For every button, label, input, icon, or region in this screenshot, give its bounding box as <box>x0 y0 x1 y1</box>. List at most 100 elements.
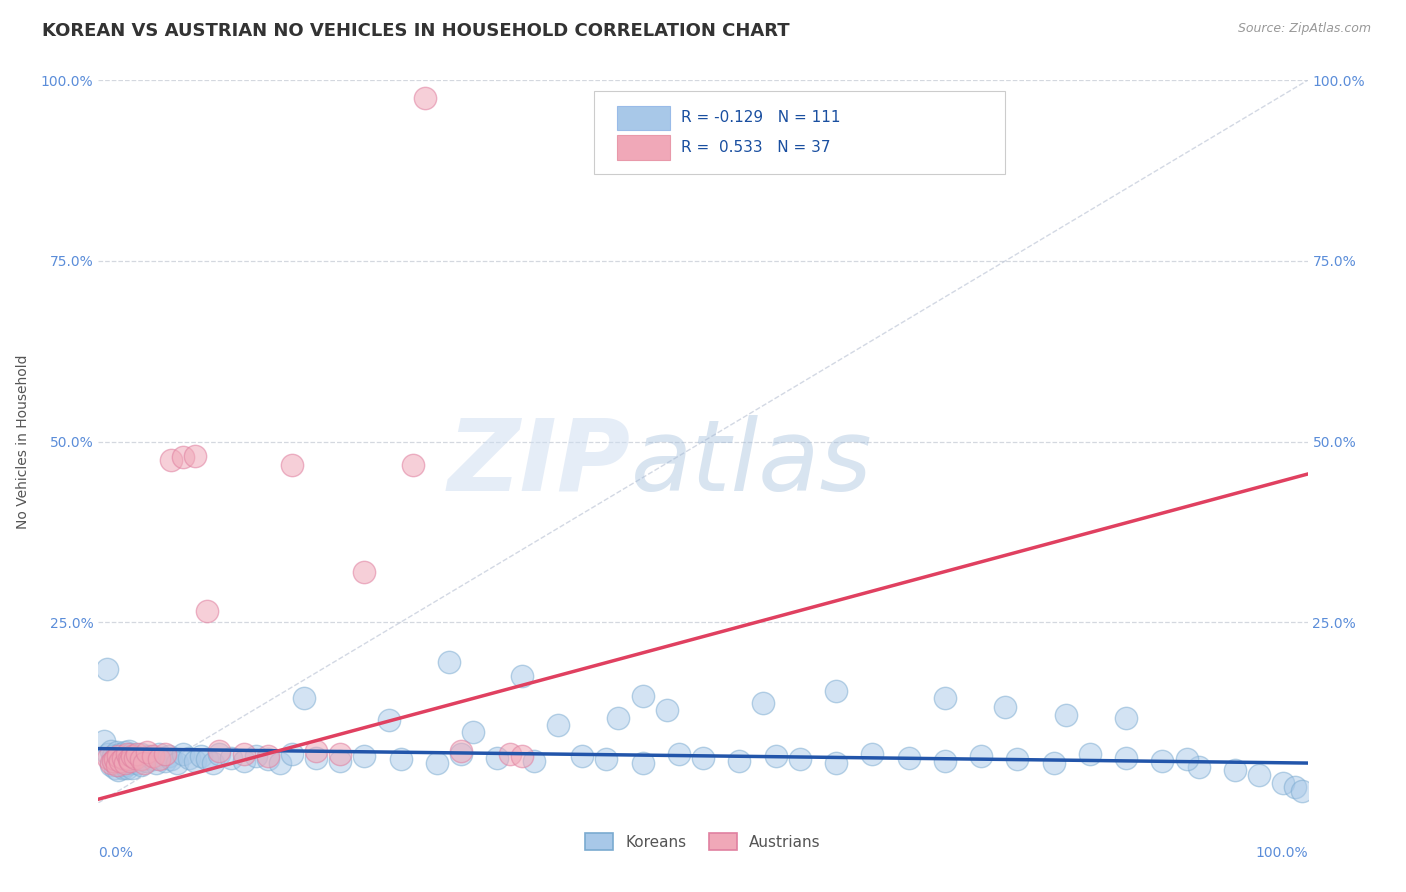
Point <box>93 734 115 748</box>
Point <box>789 752 811 766</box>
Point <box>101 748 124 763</box>
Point <box>160 752 183 766</box>
Point <box>107 748 129 763</box>
Point <box>208 744 231 758</box>
Point <box>728 754 751 768</box>
Point <box>1152 754 1174 768</box>
Text: KOREAN VS AUSTRIAN NO VEHICLES IN HOUSEHOLD CORRELATION CHART: KOREAN VS AUSTRIAN NO VEHICLES IN HOUSEH… <box>42 22 790 40</box>
Text: R =  0.533   N = 37: R = 0.533 N = 37 <box>682 140 831 155</box>
Point <box>118 744 141 758</box>
Point <box>112 751 135 765</box>
Point <box>108 754 131 768</box>
Point <box>195 752 218 766</box>
Point <box>97 751 120 765</box>
Point <box>1284 780 1306 794</box>
Point <box>934 691 956 706</box>
Point <box>195 604 218 618</box>
Point <box>135 745 157 759</box>
Point <box>121 761 143 775</box>
Point <box>1078 747 1101 761</box>
Point <box>124 754 146 768</box>
Point <box>202 756 225 770</box>
Point <box>292 691 315 706</box>
Point <box>101 754 124 768</box>
Text: atlas: atlas <box>630 415 872 512</box>
Point <box>1223 764 1246 778</box>
Point <box>127 756 149 770</box>
Point <box>117 747 139 761</box>
Point <box>108 754 131 768</box>
Point <box>245 748 267 763</box>
Point <box>305 744 328 758</box>
Point <box>100 744 122 758</box>
FancyBboxPatch shape <box>595 91 1005 174</box>
Point <box>118 752 141 766</box>
Point <box>994 700 1017 714</box>
Point <box>389 752 412 766</box>
Point <box>104 752 127 766</box>
Point <box>437 655 460 669</box>
Point <box>100 756 122 770</box>
Point <box>1175 752 1198 766</box>
Point <box>114 754 136 768</box>
Point <box>1042 756 1064 770</box>
Point <box>148 747 170 761</box>
Text: 0.0%: 0.0% <box>98 847 134 860</box>
Point <box>450 747 472 761</box>
Point <box>148 752 170 766</box>
Point <box>127 752 149 766</box>
Point <box>413 91 436 105</box>
Point <box>329 747 352 761</box>
Point <box>752 696 775 710</box>
Point <box>153 747 176 761</box>
Point <box>134 751 156 765</box>
Point <box>134 756 156 770</box>
Point <box>135 754 157 768</box>
Point <box>571 748 593 763</box>
Point <box>184 449 207 463</box>
Point <box>668 747 690 761</box>
Point <box>190 748 212 763</box>
FancyBboxPatch shape <box>617 136 671 160</box>
Point <box>256 748 278 763</box>
Point <box>124 751 146 765</box>
Point <box>129 752 152 766</box>
Point <box>120 747 142 761</box>
Point <box>1115 751 1137 765</box>
Point <box>107 751 129 765</box>
Point <box>1291 784 1313 798</box>
Point <box>153 754 176 768</box>
Point <box>172 450 194 465</box>
Point <box>450 744 472 758</box>
Point <box>111 761 134 775</box>
Point <box>1188 760 1211 774</box>
Point <box>101 754 124 768</box>
Point <box>208 747 231 761</box>
Point <box>232 747 254 761</box>
Point <box>1115 710 1137 724</box>
Point <box>118 754 141 768</box>
FancyBboxPatch shape <box>617 105 671 130</box>
Point <box>114 745 136 759</box>
Point <box>115 758 138 772</box>
Point <box>402 458 425 472</box>
Point <box>595 752 617 766</box>
Point <box>160 452 183 467</box>
Point <box>860 747 883 761</box>
Point <box>631 689 654 703</box>
Point <box>150 751 173 765</box>
Point <box>607 710 630 724</box>
Point <box>117 761 139 775</box>
Point <box>142 748 165 763</box>
Point <box>486 751 509 765</box>
Point <box>179 751 201 765</box>
Point <box>124 748 146 763</box>
Point <box>166 756 188 770</box>
Point <box>426 756 449 770</box>
Point <box>1007 752 1029 766</box>
Point <box>127 747 149 761</box>
Point <box>547 718 569 732</box>
Point <box>108 758 131 772</box>
Point <box>172 747 194 761</box>
Point <box>523 754 546 768</box>
